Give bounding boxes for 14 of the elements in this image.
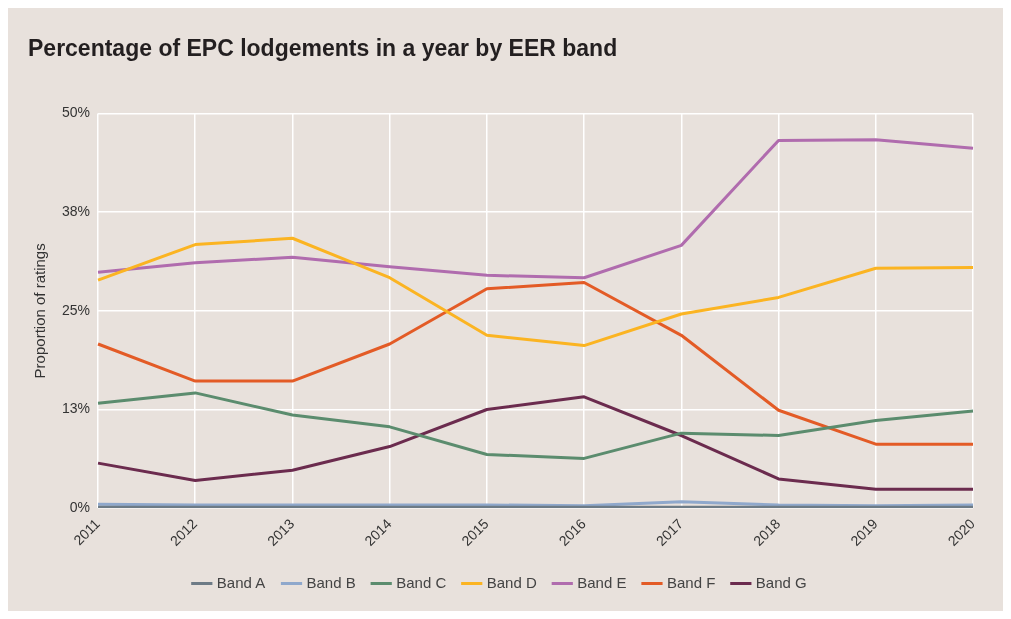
legend-label: Band B (306, 573, 356, 591)
y-tick-label: 25% (61, 301, 91, 318)
chart-title: Percentage of EPC lodgements in a year by EER band (28, 35, 618, 62)
legend-label: Band G (755, 573, 807, 591)
legend-label: Band F (666, 573, 716, 591)
y-axis-title: Proportion of ratings (31, 243, 49, 379)
legend-label: Band A (216, 573, 266, 591)
y-tick-label: 38% (61, 203, 91, 220)
y-tick-label: 0% (69, 498, 91, 515)
y-tick-label: 13% (61, 400, 91, 417)
legend-label: Band E (577, 573, 627, 591)
legend-label: Band C (396, 573, 447, 591)
y-tick-label: 50% (61, 104, 91, 121)
legend-label: Band D (486, 573, 537, 591)
